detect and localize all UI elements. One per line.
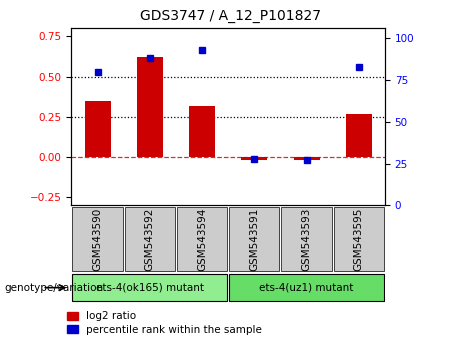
Text: GSM543594: GSM543594 [197,207,207,271]
Bar [189,105,215,157]
FancyBboxPatch shape [72,207,123,271]
FancyBboxPatch shape [282,207,331,271]
Bar [137,57,163,157]
Legend: log2 ratio, percentile rank within the sample: log2 ratio, percentile rank within the s… [67,312,262,335]
Text: GSM543593: GSM543593 [301,207,312,271]
FancyBboxPatch shape [125,207,175,271]
FancyBboxPatch shape [229,274,384,301]
Bar [294,157,319,160]
FancyBboxPatch shape [177,207,227,271]
Text: ets-4(ok165) mutant: ets-4(ok165) mutant [96,282,204,293]
Bar [84,101,111,157]
Text: genotype/variation: genotype/variation [5,282,104,293]
Text: GSM543591: GSM543591 [249,207,260,271]
FancyBboxPatch shape [72,274,227,301]
Text: GSM543595: GSM543595 [354,207,364,271]
Bar [346,114,372,157]
FancyBboxPatch shape [229,207,279,271]
Text: GSM543590: GSM543590 [93,207,103,270]
FancyBboxPatch shape [334,207,384,271]
Bar [241,157,267,160]
Text: GDS3747 / A_12_P101827: GDS3747 / A_12_P101827 [140,9,321,23]
Text: GSM543592: GSM543592 [145,207,155,271]
Text: ets-4(uz1) mutant: ets-4(uz1) mutant [260,282,354,293]
